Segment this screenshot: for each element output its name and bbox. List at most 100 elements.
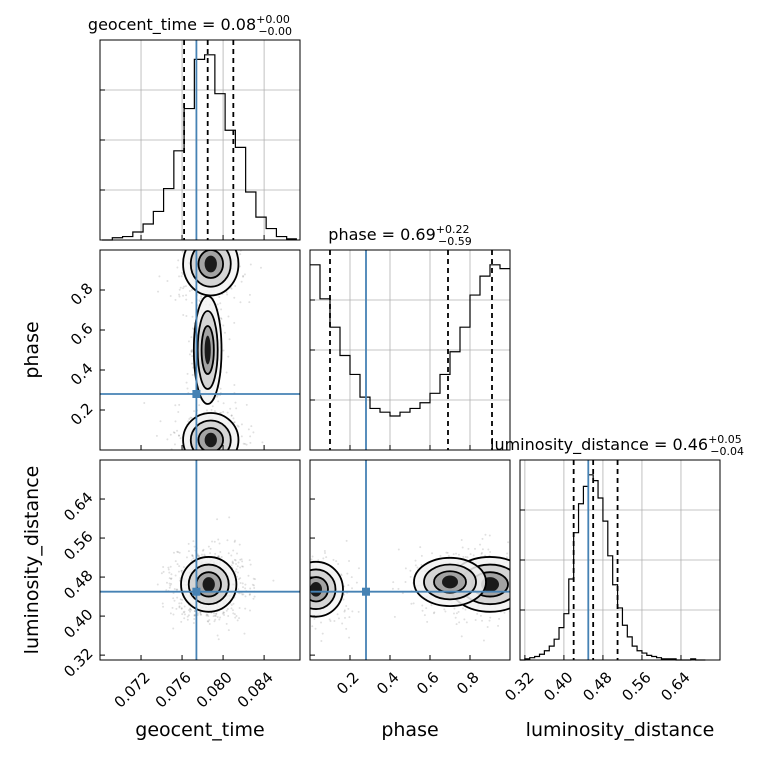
sample-point — [239, 464, 241, 466]
sample-point — [187, 550, 190, 553]
x-tick-label-phase: 0.2 — [333, 668, 363, 698]
sample-point — [297, 593, 299, 595]
sample-point — [204, 220, 206, 222]
sample-point — [351, 587, 354, 590]
sample-point — [286, 582, 288, 584]
sample-point — [245, 443, 248, 446]
sample-point — [351, 610, 354, 613]
sample-point — [223, 331, 226, 334]
sample-point — [217, 248, 219, 250]
sample-point — [225, 227, 227, 229]
sample-point — [222, 410, 225, 413]
truth-marker — [192, 390, 201, 398]
sample-point — [182, 566, 185, 569]
sample-point — [414, 559, 417, 562]
sample-point — [233, 383, 236, 386]
sample-point — [293, 553, 295, 555]
sample-point — [177, 259, 180, 262]
sample-point — [291, 533, 293, 535]
sample-point — [302, 582, 304, 584]
sample-point — [173, 443, 176, 446]
sample-point — [207, 451, 209, 453]
sample-point — [302, 606, 304, 608]
sample-point — [179, 437, 182, 440]
sample-point — [484, 533, 487, 536]
sample-point — [251, 583, 254, 586]
sample-point — [306, 560, 308, 562]
sample-point — [220, 450, 222, 452]
sample-point — [220, 467, 222, 469]
sample-point — [324, 551, 327, 554]
sample-point — [210, 408, 213, 411]
sample-point — [510, 584, 512, 586]
sample-point — [304, 587, 306, 589]
sample-point — [203, 553, 206, 556]
sample-point — [292, 587, 294, 589]
sample-point — [201, 549, 204, 552]
sample-point — [535, 595, 537, 597]
sample-point — [227, 629, 230, 632]
sample-point — [183, 605, 186, 608]
sample-point — [305, 583, 307, 585]
sample-point — [162, 247, 164, 249]
sample-point — [462, 555, 465, 558]
sample-point — [178, 602, 181, 605]
sample-point — [190, 416, 193, 419]
sample-point — [178, 275, 181, 278]
sample-point — [162, 605, 165, 608]
sample-point — [479, 543, 482, 546]
density-peak — [442, 575, 458, 589]
sample-point — [208, 245, 210, 247]
sample-point — [244, 583, 247, 586]
sample-point — [217, 464, 219, 466]
sample-point — [216, 634, 219, 637]
sample-point — [288, 627, 290, 629]
sample-point — [180, 602, 183, 605]
sample-point — [234, 616, 237, 619]
sample-point — [185, 556, 188, 559]
sample-point — [231, 561, 234, 564]
density-peak — [204, 432, 217, 448]
sample-point — [481, 537, 484, 540]
sample-point — [466, 556, 469, 559]
sample-point — [392, 581, 395, 584]
sample-point — [186, 387, 189, 390]
sample-point — [248, 293, 251, 296]
sample-point — [214, 453, 216, 455]
sample-point — [525, 600, 527, 602]
density-peak — [204, 255, 217, 273]
sample-point — [229, 451, 231, 453]
sample-point — [172, 551, 175, 554]
panel-title-luminosity_distance: luminosity_distance = 0.46+0.05 −0.04 — [490, 433, 744, 458]
sample-point — [272, 579, 275, 582]
sample-point — [337, 562, 340, 565]
sample-point — [452, 553, 455, 556]
sample-point — [217, 479, 219, 481]
sample-point — [232, 417, 235, 420]
sample-point — [348, 560, 351, 563]
sample-point — [207, 615, 210, 618]
sample-point — [189, 607, 192, 610]
sample-point — [192, 557, 195, 560]
sample-point — [219, 550, 222, 553]
sample-point — [281, 593, 283, 595]
sample-point — [320, 639, 323, 642]
sample-point — [230, 414, 233, 417]
sample-point — [249, 441, 252, 444]
sample-point — [227, 615, 230, 618]
x-tick-label-phase: 0.4 — [373, 668, 403, 698]
sample-point — [321, 632, 324, 635]
sample-point — [213, 241, 215, 243]
sample-point — [220, 236, 222, 238]
sample-point — [180, 607, 183, 610]
sample-point — [297, 575, 299, 577]
sample-point — [515, 559, 517, 561]
sample-point — [185, 294, 188, 297]
sample-point — [229, 407, 232, 410]
sample-point — [198, 299, 201, 302]
sample-point — [234, 570, 237, 573]
sample-point — [580, 546, 582, 548]
sample-point — [301, 583, 303, 585]
sample-point — [235, 407, 238, 410]
sample-point — [227, 248, 229, 250]
